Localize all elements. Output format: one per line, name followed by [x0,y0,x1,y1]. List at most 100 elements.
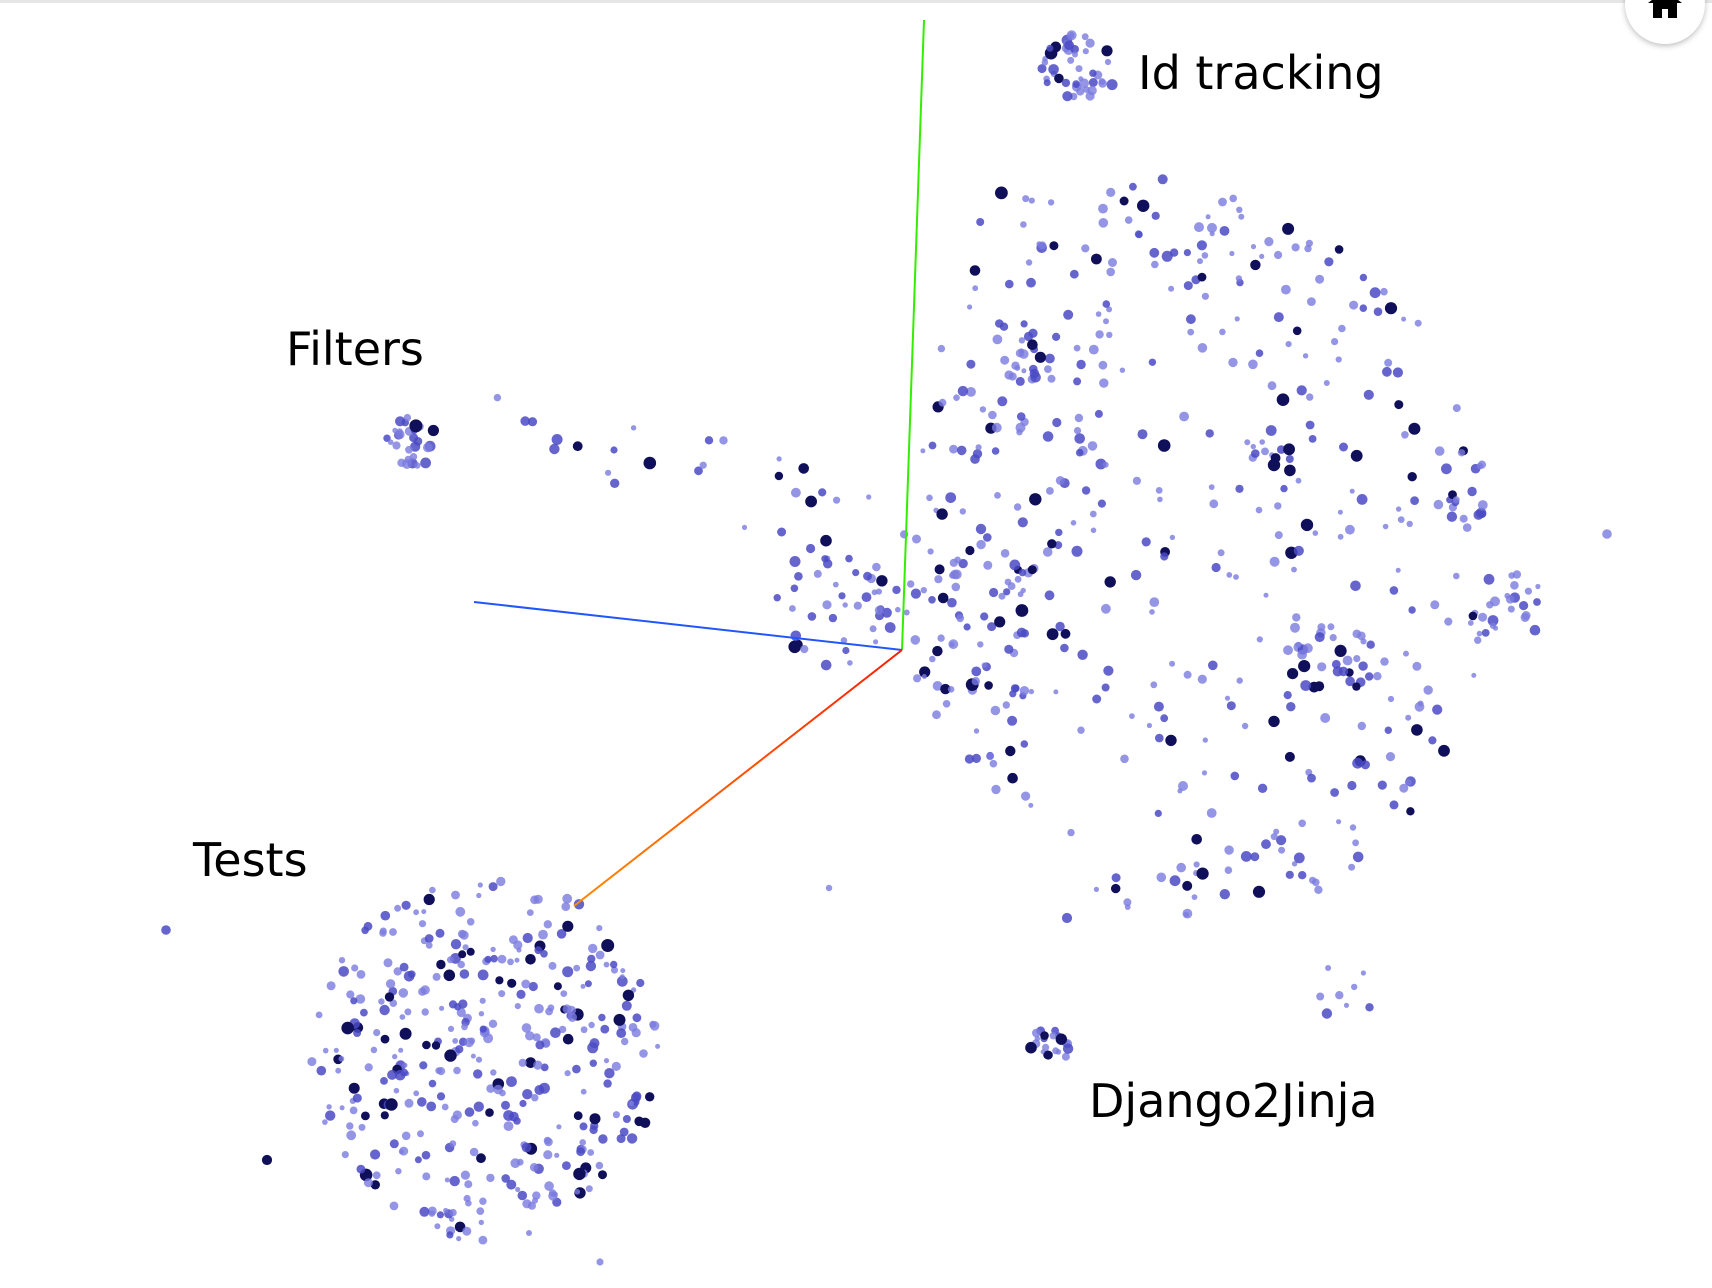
embedding-point[interactable] [587,954,596,963]
embedding-point[interactable] [1156,872,1167,883]
embedding-point[interactable] [427,424,439,437]
embedding-point[interactable] [419,1206,430,1217]
embedding-point[interactable] [631,1028,641,1038]
embedding-point[interactable] [322,1047,329,1054]
embedding-point[interactable] [636,978,645,988]
embedding-point[interactable] [598,1134,608,1144]
embedding-point[interactable] [942,700,951,708]
embedding-point[interactable] [1428,736,1437,745]
embedding-point[interactable] [380,1111,389,1120]
embedding-point[interactable] [1259,253,1265,259]
embedding-point[interactable] [1201,292,1209,300]
embedding-point[interactable] [919,666,931,678]
embedding-point[interactable] [479,1197,487,1205]
embedding-point[interactable] [853,601,862,610]
embedding-point[interactable] [1219,889,1231,900]
embedding-point[interactable] [490,946,496,953]
embedding-point[interactable] [1521,611,1531,620]
embedding-point[interactable] [419,1061,428,1070]
embedding-point[interactable] [589,1113,601,1125]
embedding-point[interactable] [884,622,896,633]
embedding-point[interactable] [573,1167,586,1181]
embedding-point[interactable] [1468,611,1478,621]
embedding-point[interactable] [1150,681,1158,689]
embedding-point[interactable] [1092,694,1102,704]
embedding-point[interactable] [825,884,833,892]
embedding-point[interactable] [1183,670,1192,679]
embedding-point[interactable] [1004,370,1014,380]
embedding-point[interactable] [1014,365,1021,371]
embedding-point[interactable] [1459,514,1468,523]
embedding-point[interactable] [1323,380,1330,386]
embedding-point[interactable] [1320,713,1331,723]
embedding-point[interactable] [619,974,625,980]
embedding-point[interactable] [1047,539,1057,549]
embedding-point[interactable] [949,572,956,579]
embedding-point[interactable] [963,623,971,631]
embedding-point[interactable] [464,1037,475,1048]
embedding-point[interactable] [535,1040,545,1050]
embedding-point[interactable] [1392,367,1403,378]
embedding-point[interactable] [1157,496,1163,503]
embedding-point[interactable] [1380,287,1388,296]
embedding-point[interactable] [1028,688,1035,695]
embedding-point[interactable] [936,508,948,520]
embedding-point[interactable] [1060,643,1069,653]
embedding-point[interactable] [1226,572,1233,578]
embedding-point[interactable] [404,1098,414,1108]
embedding-point[interactable] [1055,528,1063,537]
embedding-point[interactable] [1013,503,1022,511]
embedding-point[interactable] [1081,33,1089,41]
embedding-point[interactable] [833,496,841,504]
embedding-point[interactable] [1314,681,1325,692]
embedding-point[interactable] [611,1061,621,1071]
embedding-point[interactable] [532,1033,541,1042]
embedding-point[interactable] [1295,641,1302,648]
embedding-point[interactable] [983,533,992,542]
embedding-point[interactable] [1018,337,1026,344]
embedding-point[interactable] [1441,463,1452,475]
embedding-point[interactable] [522,1199,532,1209]
embedding-point[interactable] [1095,311,1102,317]
embedding-point[interactable] [478,1219,484,1226]
embedding-point[interactable] [1067,828,1075,837]
embedding-point[interactable] [584,980,592,988]
embedding-point[interactable] [1034,1036,1041,1042]
embedding-point[interactable] [338,957,346,964]
embedding-point[interactable] [1274,531,1283,540]
embedding-point[interactable] [399,1014,406,1020]
embedding-point[interactable] [1015,422,1026,433]
embedding-point[interactable] [428,1206,437,1216]
embedding-point[interactable] [479,1025,487,1033]
embedding-point[interactable] [1281,284,1291,295]
embedding-point[interactable] [979,406,987,413]
embedding-point[interactable] [1169,875,1181,887]
embedding-point[interactable] [1098,79,1107,88]
embedding-point[interactable] [895,606,901,613]
embedding-point[interactable] [1077,726,1085,734]
embedding-point[interactable] [1063,309,1074,320]
embedding-point[interactable] [1044,590,1055,601]
embedding-point[interactable] [1471,672,1477,678]
embedding-point[interactable] [1349,300,1359,310]
embedding-point[interactable] [932,645,943,657]
embedding-point[interactable] [621,1037,629,1046]
embedding-point[interactable] [1269,556,1280,567]
embedding-point[interactable] [947,597,957,608]
embedding-point[interactable] [932,710,941,720]
embedding-point[interactable] [439,1005,445,1011]
embedding-point[interactable] [869,625,877,633]
embedding-point[interactable] [1360,970,1366,976]
embedding-point[interactable] [1252,885,1266,898]
embedding-point[interactable] [1219,328,1226,336]
embedding-point[interactable] [1028,197,1035,204]
embedding-point[interactable] [932,681,943,691]
embedding-point[interactable] [1267,381,1277,391]
embedding-point[interactable] [920,587,927,594]
embedding-point[interactable] [956,614,965,623]
embedding-point[interactable] [1395,567,1401,573]
embedding-point[interactable] [1079,78,1089,89]
embedding-point[interactable] [820,534,832,547]
embedding-point[interactable] [970,454,980,464]
embedding-point[interactable] [1076,87,1085,96]
